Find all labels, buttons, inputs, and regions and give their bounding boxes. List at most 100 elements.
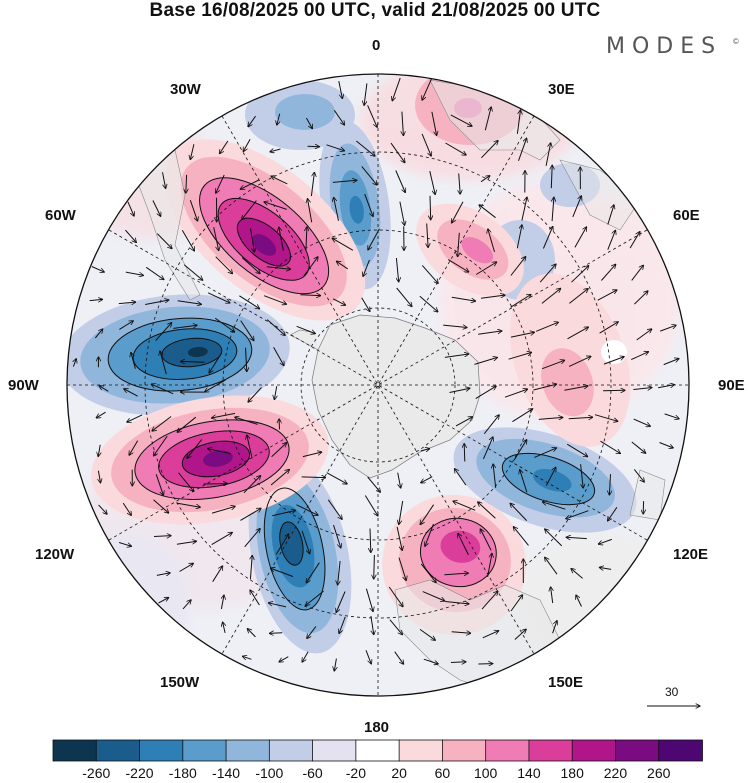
- wind-vector-arrow: [388, 586, 403, 607]
- colorbar-swatch: [225, 739, 271, 762]
- wind-vector-arrow: [270, 568, 294, 577]
- wind-vector-arrow: [183, 264, 203, 280]
- wind-vector-arrow: [127, 201, 134, 216]
- wind-vector-arrow: [516, 110, 520, 134]
- wind-vector-arrow: [96, 411, 106, 418]
- lon-label-90w: 90W: [8, 377, 39, 394]
- wind-vector-arrow: [552, 197, 554, 222]
- wind-vector-arrow: [326, 472, 348, 484]
- wind-vector-arrow: [395, 170, 406, 193]
- wind-vector-arrow: [153, 536, 171, 537]
- wind-vector-arrow: [480, 295, 505, 299]
- wind-vector-arrow: [421, 265, 438, 283]
- wind-vector-arrow: [444, 354, 469, 358]
- wind-vector-arrow: [396, 287, 412, 307]
- colorbar-swatch: [658, 739, 703, 762]
- wind-vector-arrow: [269, 633, 283, 634]
- wind-vector-arrow: [452, 201, 464, 223]
- wind-vector-arrow: [240, 320, 254, 341]
- wind-vector-arrow: [545, 529, 563, 547]
- wind-vector-arrow: [520, 470, 528, 493]
- colorbar-tick-label: 220: [603, 765, 628, 781]
- wind-vector-arrow: [609, 474, 610, 495]
- wind-vector-arrow: [487, 553, 492, 577]
- wind-vector-arrow: [300, 295, 320, 296]
- lon-label-120e: 120E: [673, 546, 709, 563]
- colorbar-tick-label: 180: [560, 765, 584, 781]
- wind-vector-arrow: [364, 83, 368, 105]
- wind-vector-arrow: [572, 196, 582, 218]
- wind-vector-arrow: [338, 80, 343, 99]
- wind-vector-arrow: [483, 415, 499, 435]
- wind-vector-arrow: [445, 142, 467, 155]
- colorbar-swatch: [95, 739, 141, 762]
- wind-vector-arrow: [98, 504, 108, 514]
- wind-vector-arrow: [176, 541, 197, 545]
- wind-vector-arrow: [250, 590, 260, 606]
- wind-vector-arrow: [443, 325, 467, 327]
- wind-vector-arrow: [250, 555, 252, 580]
- wind-vector-arrow: [241, 257, 260, 274]
- wind-vector-arrow: [91, 266, 105, 273]
- wind-vector-arrow: [302, 452, 322, 458]
- brand-copyright-mark: ©: [733, 37, 739, 46]
- wind-vector-arrow: [455, 417, 473, 427]
- wind-vector-arrow: [98, 470, 100, 483]
- wind-vector-arrow: [365, 588, 373, 612]
- wind-vector-arrow: [178, 472, 194, 492]
- wind-vector-arrow: [475, 386, 497, 400]
- wind-vector-arrow: [154, 435, 168, 456]
- wind-vector-arrow: [607, 205, 614, 225]
- wind-vector-arrow: [480, 176, 490, 183]
- wind-vector-arrow: [158, 598, 168, 604]
- wind-vector-arrow: [302, 651, 309, 662]
- anomaly-field: [67, 74, 689, 696]
- wind-vector-arrow: [248, 115, 257, 127]
- wind-vector-arrow: [455, 469, 467, 486]
- wind-vector-arrow: [247, 629, 256, 638]
- wind-vector-arrow: [181, 361, 205, 362]
- wind-vector-arrow: [173, 325, 197, 329]
- wind-vector-arrow: [429, 170, 435, 194]
- wind-vector-arrow: [266, 319, 285, 336]
- wind-vector-arrow: [450, 114, 472, 126]
- wind-vector-arrow: [422, 591, 445, 601]
- wind-vector-arrow: [534, 448, 556, 458]
- wind-vector-arrow: [633, 418, 651, 426]
- wind-vector-arrow: [306, 562, 320, 583]
- wind-vector-arrow: [308, 199, 313, 223]
- wind-vector-arrow: [633, 469, 644, 482]
- wind-vector-arrow: [533, 384, 556, 391]
- wind-vector-arrow: [392, 77, 401, 101]
- wind-vector-arrow: [239, 295, 259, 309]
- wind-vector-arrow: [568, 417, 593, 419]
- wind-vector-arrow: [279, 656, 289, 662]
- wind-vector-arrow: [145, 300, 169, 305]
- wind-vector-arrow: [374, 554, 375, 579]
- lon-label-30w: 30W: [170, 81, 201, 98]
- lon-label-0: 0: [372, 37, 381, 54]
- wind-vector-arrow: [152, 416, 172, 432]
- wind-vector-arrow: [631, 441, 646, 453]
- wind-vector-arrow: [301, 477, 326, 478]
- wind-vector-arrow: [244, 529, 261, 548]
- wind-vector-arrow: [390, 142, 405, 163]
- wind-vector-arrow: [636, 329, 652, 341]
- wind-vector-arrow: [305, 590, 324, 605]
- wind-vector-arrow: [551, 587, 553, 604]
- wind-vector-arrow: [513, 527, 529, 546]
- wind-vector-arrow: [370, 615, 374, 635]
- wind-vector-arrow: [247, 435, 253, 459]
- wind-vector-arrow: [597, 290, 617, 301]
- wind-vector-arrow: [279, 227, 284, 251]
- wind-vector-arrow: [186, 174, 187, 193]
- wind-vector-arrow: [215, 256, 233, 274]
- wind-vector-arrow: [420, 449, 430, 451]
- wind-vector-arrow: [333, 524, 341, 548]
- wind-vector-arrow: [179, 563, 194, 572]
- wind-vector-arrow: [368, 228, 380, 250]
- wind-vector-arrow: [333, 110, 344, 125]
- wind-vector-arrow: [631, 265, 644, 281]
- wind-vector-arrow: [542, 226, 552, 249]
